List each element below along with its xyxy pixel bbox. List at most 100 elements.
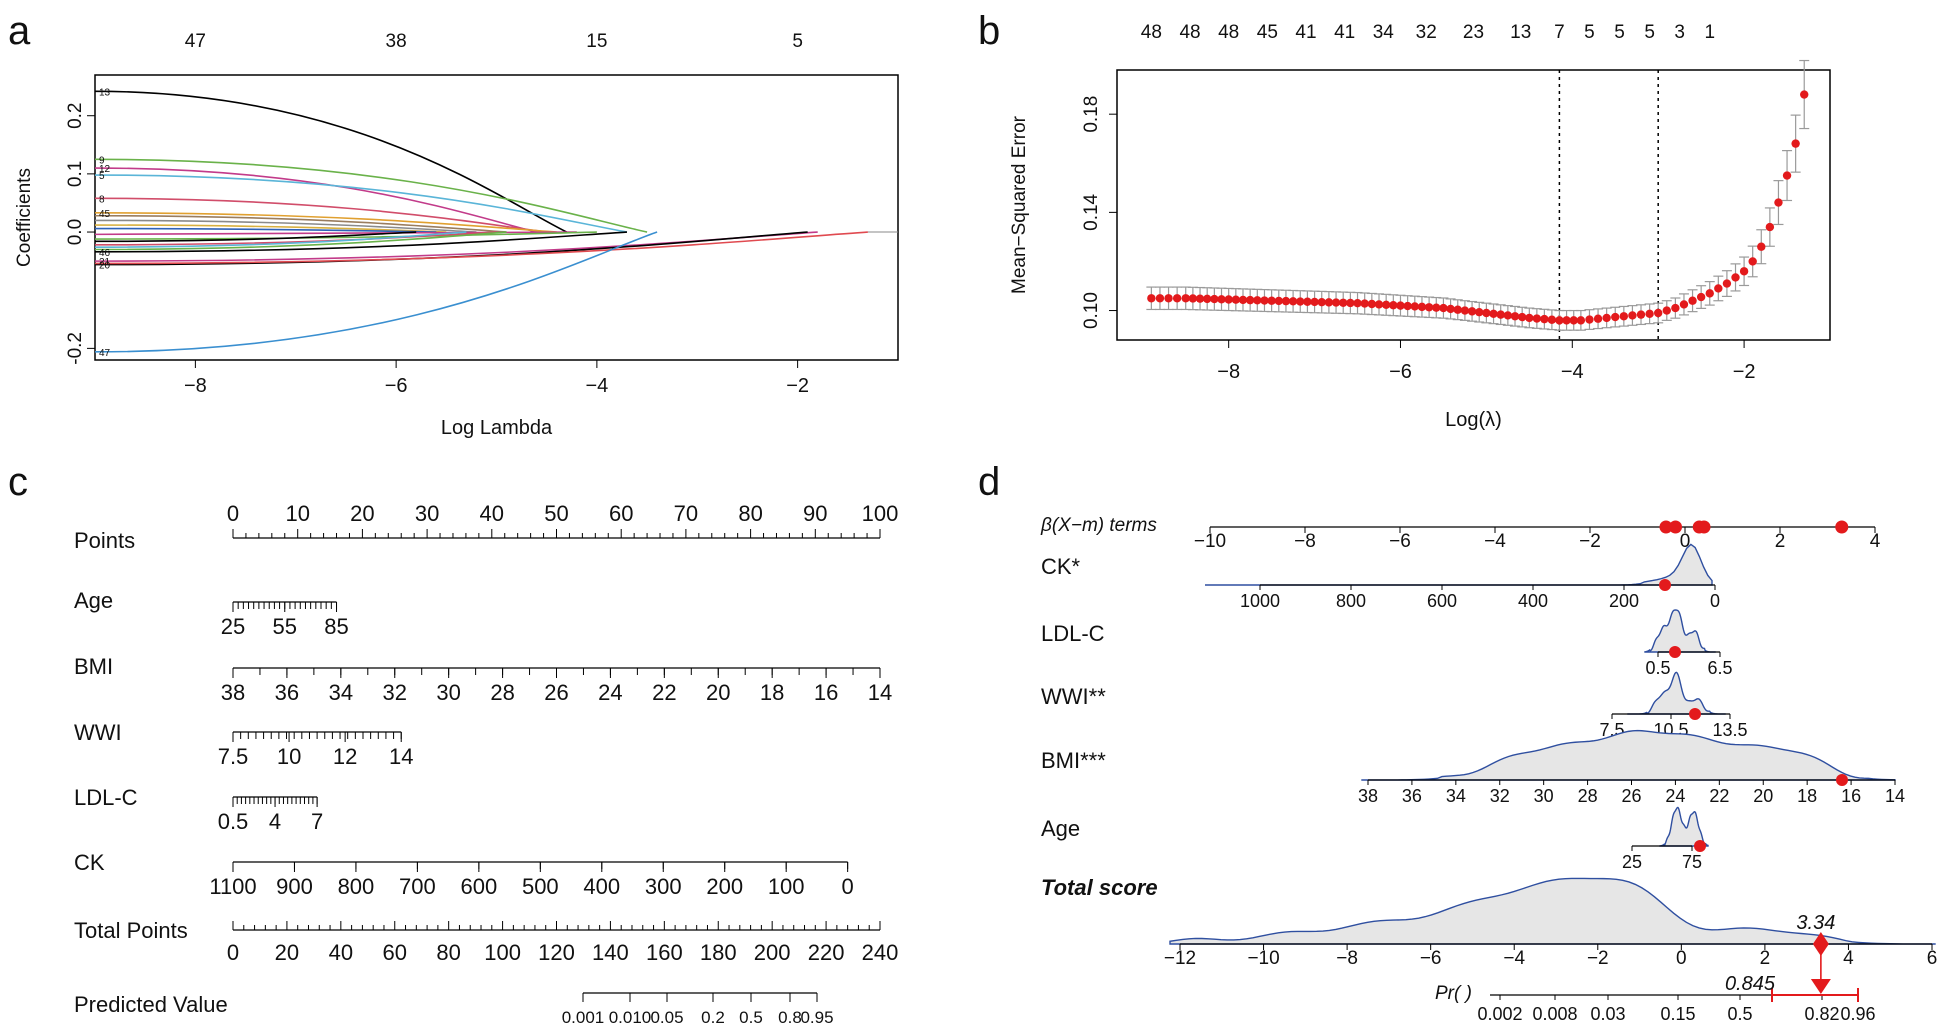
mse-point [1628,311,1637,320]
coef-path-12 [94,167,537,233]
mse-point [1562,316,1571,325]
row-tick-label: 32 [1490,786,1510,806]
mse-point [1482,308,1491,318]
total-points-tick-label: 120 [538,940,575,965]
row-tick-label: 0.5 [1645,658,1670,678]
total-tick-label: −2 [1587,948,1609,969]
mse-point [1731,273,1740,282]
probability-marker [1810,979,1831,994]
beta-tick-label: −6 [1389,531,1411,552]
mse-point [1705,289,1714,298]
mse-point [1231,295,1241,304]
row-tick-label: 14 [389,744,413,769]
mse-point [1353,298,1362,308]
row-label: BMI [74,654,113,679]
probability-value: 0.845 [1725,973,1776,995]
row-label: WWI** [1041,684,1106,709]
row-tick-label: 20 [1753,786,1773,806]
wwi-point [1689,708,1701,720]
row-tick-label: 55 [273,614,297,639]
row-tick-label: 38 [1358,786,1378,806]
panel-a-letter: a [8,9,31,53]
row-label: WWI [74,720,122,745]
top-axis-label: 7 [1554,22,1565,43]
points-tick-label: 50 [544,501,568,526]
row-tick-label: 600 [1427,591,1457,611]
plot-frame [94,74,899,361]
beta-tick-label: −4 [1484,531,1506,552]
total-points-tick-label: 100 [484,940,521,965]
row-label: Predicted Value [74,992,228,1017]
mse-point [1164,294,1173,303]
ck-point [1659,579,1671,591]
coef-path-9 [94,158,648,233]
row-tick-label: 14 [1885,786,1905,806]
panel-b-letter: b [978,9,1000,53]
y-tick-label: 0.0 [65,219,86,245]
x-tick-label: −2 [786,375,809,397]
row-tick-label: 34 [329,680,353,705]
total-density [1169,877,1936,945]
x-tick-label: −6 [385,375,408,397]
coef-path-s11 [94,231,577,236]
mse-point [1540,314,1549,324]
mse-point [1303,297,1312,306]
total-tick-label: 2 [1760,948,1771,969]
coef-path-8 [94,197,547,233]
mse-point [1147,294,1156,303]
points-tick-label: 0 [227,501,239,526]
row-tick-label: 0 [842,874,854,899]
mse-point [1281,296,1291,306]
mse-point [1765,222,1775,232]
y-tick-label: -0.2 [65,332,86,365]
row-tick-label: 28 [490,680,514,705]
y-axis-label: Mean−Squared Error [1009,115,1030,294]
row-tick-label: 24 [1665,786,1685,806]
coef-path-s8 [94,219,477,233]
mse-point [1782,171,1792,180]
mse-point [1267,296,1276,305]
total-points-tick-label: 0 [227,940,239,965]
total-tick-label: −4 [1503,948,1525,969]
row-tick-label: 75 [1682,852,1702,872]
top-axis-label: 5 [792,31,803,52]
bmi-density [1361,729,1896,781]
coef-path-20 [94,231,808,266]
top-axis-label: 1 [1704,22,1715,43]
mse-point [1653,308,1663,318]
row-tick-label: 30 [436,680,460,705]
total-tick-label: −12 [1164,948,1196,969]
row-tick-label: 700 [399,874,436,899]
points-tick-label: 30 [415,501,439,526]
row-tick-label: 25 [1622,852,1642,872]
mse-point [1576,316,1586,325]
ldl-point [1669,646,1681,658]
row-tick-label: 100 [768,874,805,899]
mse-point [1181,294,1190,303]
y-axis-label: Coefficients [14,168,35,267]
row-tick-label: 14 [868,680,892,705]
mse-point [1381,300,1391,310]
beta-point [1669,520,1682,534]
mse-point [1317,297,1326,307]
path-label: 12 [99,164,111,175]
beta-tick-label: −2 [1579,531,1601,552]
row-tick-label: 85 [324,614,348,639]
mse-point [1679,300,1689,309]
mse-point [1155,294,1165,303]
row-tick-label: 7.5 [218,744,249,769]
top-axis-label: 5 [1614,22,1625,43]
row-tick-label: 800 [1336,591,1366,611]
mse-point [1424,303,1434,312]
mse-point [1722,279,1732,288]
probability-tick-label: 0.15 [1660,1004,1695,1024]
mse-point [1791,139,1800,148]
mse-point [1238,295,1248,305]
mse-point [1296,297,1305,306]
mse-point [1274,296,1283,306]
path-label: 21 [99,257,111,268]
panel-c-letter: c [8,460,28,504]
points-tick-label: 90 [803,501,827,526]
mse-point [1602,313,1611,323]
row-tick-label: 12 [333,744,357,769]
